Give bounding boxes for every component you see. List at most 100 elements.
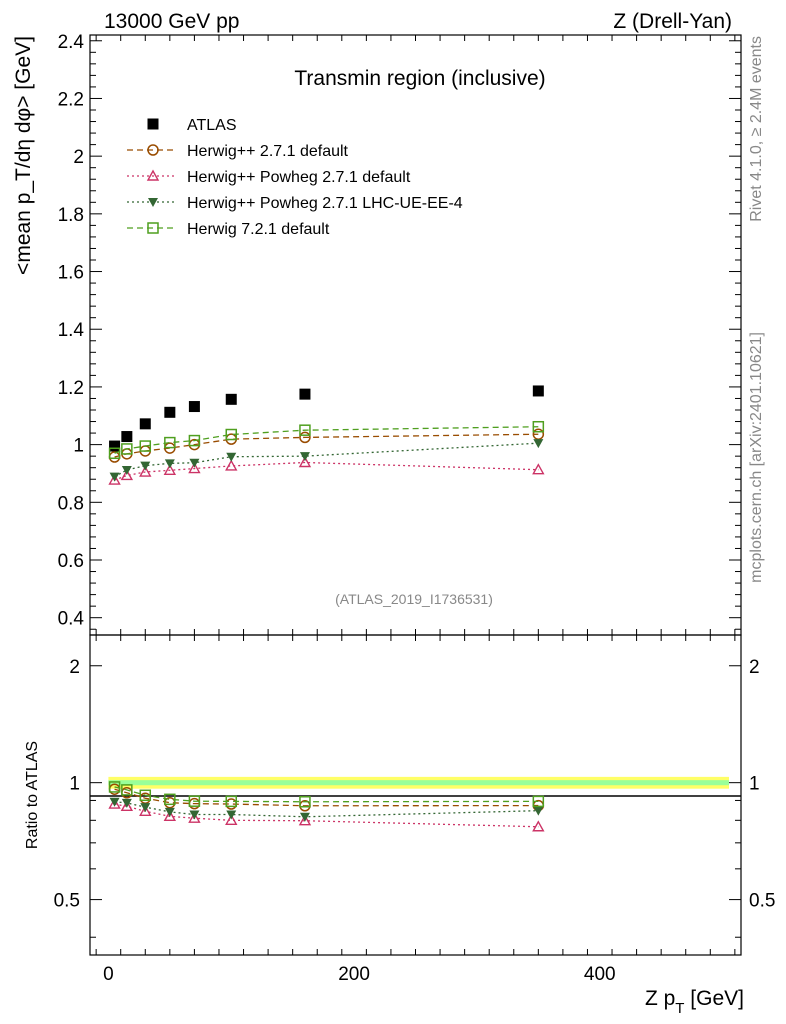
data-point <box>225 393 237 405</box>
data-point <box>121 443 133 455</box>
ratio-y-tick-label: 0.5 <box>54 891 80 912</box>
data-point <box>188 462 201 474</box>
ratio-point <box>299 796 311 808</box>
ratio-frame <box>89 634 742 956</box>
x-tick-label: 400 <box>584 964 616 985</box>
data-point <box>139 418 151 430</box>
data-point <box>225 428 238 441</box>
ratio-point <box>164 807 175 817</box>
data-point <box>299 431 311 444</box>
ratio-point <box>121 798 132 808</box>
data-point <box>533 439 544 449</box>
ratio-point <box>139 804 152 816</box>
data-point <box>139 440 152 452</box>
data-point <box>164 406 176 418</box>
main-y-tick-label: 0.8 <box>58 493 84 514</box>
data-point <box>189 458 200 468</box>
main-y-tick-label: 1.8 <box>58 205 84 226</box>
ratio-point <box>163 809 177 822</box>
data-point <box>532 385 544 397</box>
data-point <box>188 401 200 413</box>
main-y-axis-label: <mean p_T/dη dφ> [GeV] <box>12 36 35 275</box>
legend-label: Herwig++ Powheg 2.7.1 default <box>187 169 411 186</box>
main-y-tick-label: 2.4 <box>58 32 85 53</box>
main-y-tick-label: 1.4 <box>58 320 85 341</box>
data-point <box>226 452 237 462</box>
header-left: 13000 GeV pp <box>104 10 239 33</box>
data-point <box>108 447 121 460</box>
data-point <box>108 473 121 485</box>
ratio-y-tick-label: 2 <box>69 657 80 678</box>
data-point <box>164 436 176 449</box>
data-point <box>109 440 121 452</box>
ratio-point <box>140 803 151 813</box>
data-point <box>139 465 152 477</box>
ratio-point <box>299 812 310 822</box>
ratio-y-tick-label: 1 <box>69 774 80 795</box>
legend-marker <box>147 144 159 156</box>
ratio-point <box>533 806 544 816</box>
main-y-tick-label: 0.6 <box>58 551 84 572</box>
data-point <box>163 463 177 475</box>
ratio-point <box>109 797 120 807</box>
ratio-point <box>188 811 201 823</box>
header-right: Z (Drell-Yan) <box>613 10 732 33</box>
main-panel: Transmin region (inclusive) <mean p_T/dη… <box>12 32 742 636</box>
data-point <box>164 459 175 469</box>
data-point <box>121 466 132 475</box>
main-y-tick-label: 2.2 <box>58 89 84 110</box>
ratio-point <box>225 795 238 808</box>
series-line <box>114 433 539 458</box>
series-line <box>114 426 539 454</box>
analysis-watermark: (ATLAS_2019_I1736531) <box>335 591 493 607</box>
main-y-tick-label: 1 <box>73 436 84 457</box>
ratio-point <box>226 810 237 820</box>
data-point <box>299 424 311 436</box>
ratio-stat-band <box>108 780 729 786</box>
x-tick-label: 0 <box>103 964 114 985</box>
ratio-point <box>108 797 121 809</box>
data-point <box>532 463 545 475</box>
ratio-point <box>532 820 545 832</box>
ratio-point <box>164 793 176 806</box>
data-point <box>225 459 238 471</box>
ratio-point <box>121 784 133 796</box>
legend-label: Herwig 7.2.1 default <box>187 221 330 238</box>
ratio-panel: Ratio to ATLAS Z pT [GeV] 0.5 1 2 0.5 1 2 0 20… <box>24 634 775 1017</box>
mcplots-credit: mcplots.cern.ch [arXiv:2401.10621] <box>748 332 765 583</box>
main-y-tick-label: 1.6 <box>58 263 84 284</box>
legend-marker <box>147 118 159 130</box>
ratio-y-axis-label: Ratio to ATLAS <box>24 741 41 849</box>
ratio-series-line <box>114 788 539 807</box>
ratio-point <box>139 789 152 802</box>
legend-label: Herwig++ 2.7.1 default <box>187 143 349 160</box>
main-y-tick-label: 2 <box>73 147 84 168</box>
data-point <box>298 456 312 468</box>
data-point <box>188 434 201 447</box>
ratio-series-line <box>114 801 539 818</box>
main-y-tick-label: 0.4 <box>58 609 85 630</box>
series-line <box>114 442 539 478</box>
ratio-point <box>298 814 312 826</box>
legend-marker <box>148 198 158 207</box>
x-tick-label: 200 <box>338 964 370 985</box>
ratio-y-tick-label-right: 2 <box>749 657 760 678</box>
data-point <box>121 431 133 443</box>
ratio-point <box>532 795 545 808</box>
ratio-point <box>189 810 200 820</box>
ratio-y-tick-label-right: 0.5 <box>749 891 775 912</box>
data-point <box>299 388 311 400</box>
ratio-point <box>188 795 201 807</box>
x-axis-label: Z pT [GeV] <box>645 987 744 1017</box>
data-point <box>532 420 545 433</box>
legend-marker <box>146 169 160 181</box>
data-point <box>299 452 310 462</box>
legend-label: Herwig++ Powheg 2.7.1 LHC-UE-EE-4 <box>187 195 463 212</box>
ratio-point <box>120 799 134 812</box>
ratio-point <box>108 781 121 793</box>
data-point <box>120 469 134 481</box>
ratio-point <box>225 813 238 826</box>
rivet-version: Rivet 4.1.0, ≥ 2.4M events <box>748 36 765 222</box>
data-point <box>140 461 151 471</box>
